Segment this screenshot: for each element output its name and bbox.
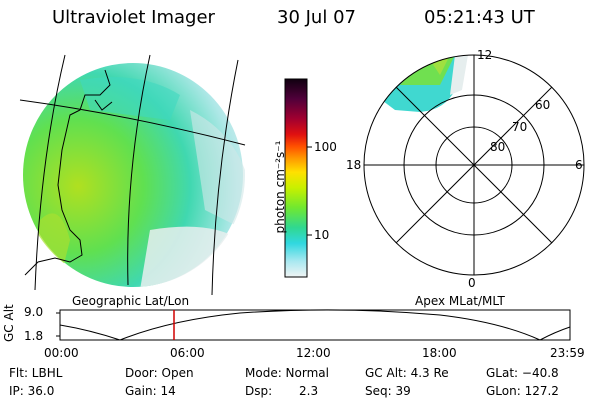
dsp-label: Dsp: <box>245 384 273 398</box>
timeline-ytick-1-8: 1.8 <box>24 329 44 343</box>
ip-label: IP: 36.0 <box>9 384 55 398</box>
glat-label: GLat: −40.8 <box>486 366 559 380</box>
door-label: Door: Open <box>125 366 194 380</box>
polar-mlt-6: 6 <box>575 158 583 172</box>
polar-plot <box>363 54 585 276</box>
colorbar-tick-10: 10 <box>314 228 330 242</box>
glon-label: GLon: 127.2 <box>486 384 559 398</box>
polar-lat-80: 80 <box>490 140 506 154</box>
polar-mlt-18: 18 <box>346 158 362 172</box>
gain-label: Gain: 14 <box>125 384 176 398</box>
app-title: Ultraviolet Imager <box>52 7 215 28</box>
time-label: 05:21:43 UT <box>424 7 535 28</box>
colorbar <box>284 78 312 278</box>
timeline-xtick-0000: 00:00 <box>44 346 79 360</box>
timeline-xtick-1800: 18:00 <box>422 346 457 360</box>
colorbar-unit-label: photon cm⁻²s⁻¹ <box>273 140 287 234</box>
geographic-image <box>19 54 246 296</box>
filter-label: Flt: LBHL <box>9 366 63 380</box>
polar-lat-60: 60 <box>535 98 551 112</box>
geo-panel-label: Geographic Lat/Lon <box>72 294 190 308</box>
timeline-axis-label: GC Alt <box>2 304 16 342</box>
colorbar-tick-100: 100 <box>314 140 337 154</box>
timeline-plot <box>56 309 571 341</box>
gc-alt-label: GC Alt: 4.3 Re <box>365 366 449 380</box>
polar-panel-label: Apex MLat/MLT <box>415 294 505 308</box>
timeline-ytick-9: 9.0 <box>24 305 44 319</box>
polar-lat-70: 70 <box>512 120 528 134</box>
seq-label: Seq: 39 <box>365 384 411 398</box>
dsp-value: 2.3 <box>299 384 319 398</box>
timeline-xtick-2359: 23:59 <box>550 346 585 360</box>
timeline-xtick-0600: 06:00 <box>170 346 205 360</box>
polar-mlt-12: 12 <box>477 48 493 62</box>
timeline-xtick-1200: 12:00 <box>296 346 331 360</box>
date-label: 30 Jul 07 <box>277 7 356 28</box>
polar-mlt-0: 0 <box>468 276 476 290</box>
mode-label: Mode: Normal <box>245 366 329 380</box>
